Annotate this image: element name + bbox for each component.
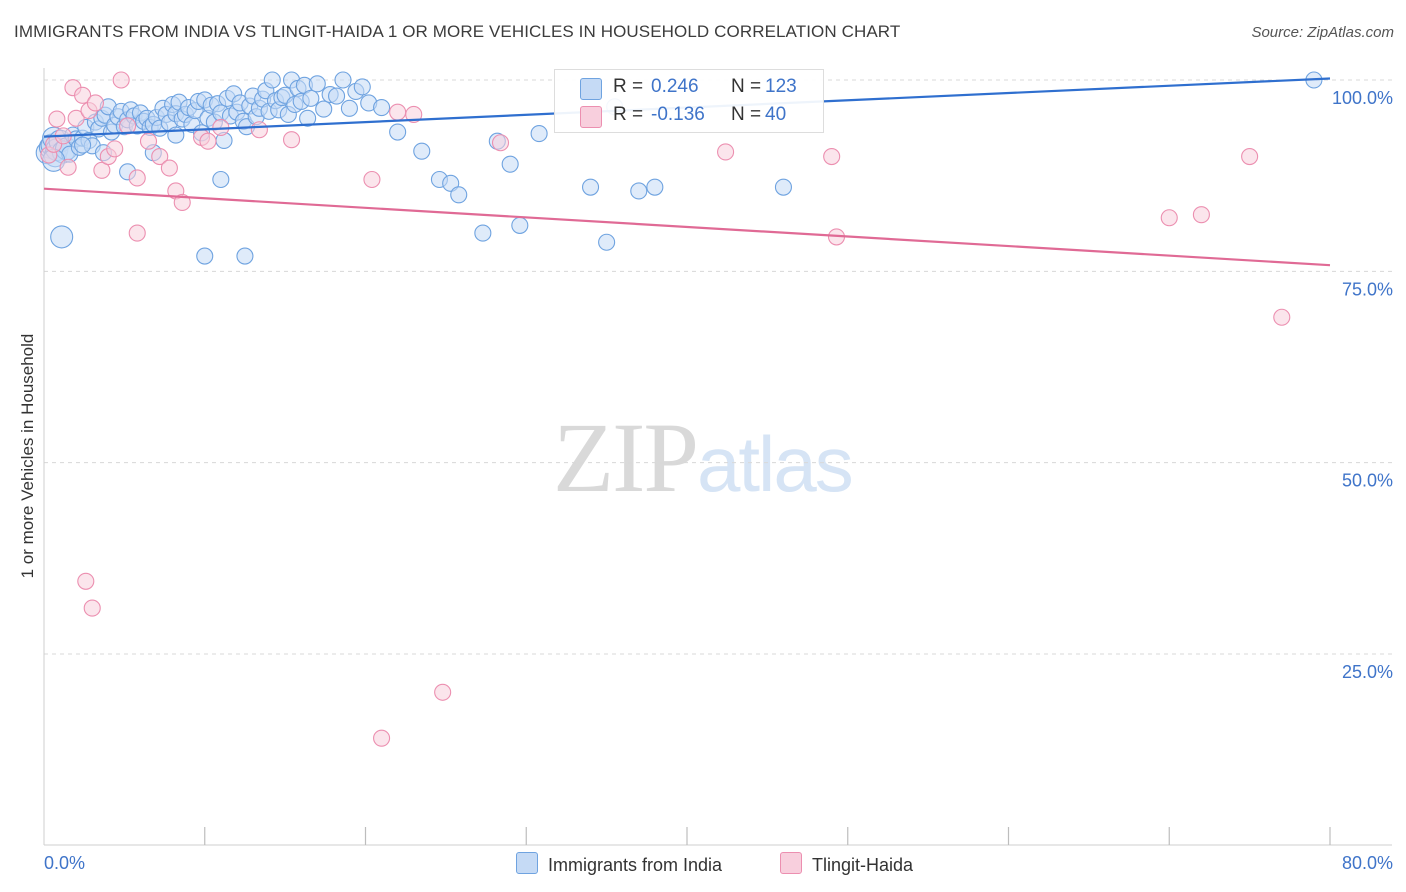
tlingit-trend-line — [43, 187, 1331, 267]
india-point — [501, 155, 519, 173]
tlingit-point — [77, 572, 95, 590]
x-tick-label: 80.0% — [1342, 853, 1393, 873]
legend-row-tlingit: R = -0.136 N = 40 — [555, 101, 823, 129]
india-point — [74, 136, 92, 154]
legend-swatch-tlingit — [580, 106, 602, 128]
india-point — [328, 87, 346, 105]
tlingit-point — [128, 169, 146, 187]
india-point — [598, 233, 616, 251]
india-point — [263, 71, 281, 89]
legend-n-label: N = — [731, 76, 762, 97]
tlingit-point — [160, 159, 178, 177]
india-point — [774, 178, 793, 196]
correlation-legend: R = 0.246 N = 123 R = -0.136 N = 40 — [554, 69, 824, 133]
tlingit-point — [373, 729, 391, 747]
tlingit-point — [1192, 206, 1210, 224]
y-tick-label: 50.0% — [1342, 471, 1393, 491]
india-point — [474, 224, 492, 242]
india-point — [413, 142, 431, 160]
y-tick-label: 100.0% — [1332, 88, 1393, 108]
india-point — [236, 247, 254, 265]
tlingit-point — [717, 143, 735, 161]
tlingit-point — [59, 158, 77, 176]
india-point — [299, 109, 317, 127]
tlingit-point — [139, 132, 158, 150]
india-point — [308, 75, 326, 93]
source-label: Source: ZipAtlas.com — [1251, 24, 1394, 41]
x-tick-label: 0.0% — [44, 853, 85, 873]
tlingit-point — [389, 103, 407, 121]
india-point — [340, 99, 358, 117]
india-point — [450, 186, 468, 204]
india-point — [389, 123, 407, 141]
india-point — [196, 247, 214, 265]
india-point — [212, 170, 230, 189]
tlingit-point — [250, 121, 268, 139]
watermark: ZIPatlas — [553, 400, 854, 515]
tlingit-point — [93, 161, 111, 179]
legend-swatch-india — [580, 78, 602, 100]
legend-r-label: R = — [613, 104, 644, 125]
tlingit-point — [86, 94, 104, 112]
india-point — [630, 182, 648, 200]
legend-n-value: 40 — [765, 104, 787, 125]
bottom-legend-swatch-tlingit — [780, 852, 802, 874]
tlingit-point — [1241, 147, 1259, 166]
tlingit-point — [405, 105, 423, 123]
tlingit-point — [823, 147, 841, 166]
tlingit-point — [74, 86, 92, 104]
y-axis-label: 1 or more Vehicles in Household — [18, 333, 37, 579]
tlingit-point — [67, 109, 85, 127]
tlingit-point — [199, 132, 217, 150]
india-point — [302, 89, 320, 107]
tlingit-point — [1273, 308, 1291, 326]
bottom-legend-label-india: Immigrants from India — [548, 855, 723, 875]
tlingit-point — [1160, 209, 1178, 227]
india-point — [511, 216, 529, 234]
tlingit-point — [112, 71, 130, 89]
india-point — [581, 178, 600, 196]
tlingit-point — [128, 224, 146, 242]
india-point — [315, 100, 333, 118]
tlingit-point — [434, 683, 452, 701]
legend-r-value: -0.136 — [651, 104, 705, 125]
tlingit-point — [173, 193, 191, 212]
legend-r-value: 0.246 — [651, 76, 699, 97]
legend-n-value: 123 — [765, 76, 797, 97]
tlingit-point — [48, 110, 66, 128]
india-point — [646, 178, 664, 196]
tlingit-point — [491, 134, 510, 152]
bottom-legend-tlingit: Tlingit-Haida — [780, 852, 913, 876]
bottom-legend-label-tlingit: Tlingit-Haida — [812, 855, 914, 875]
india-point — [530, 125, 548, 143]
tlingit-point — [83, 599, 101, 617]
chart-title: IMMIGRANTS FROM INDIA VS TLINGIT-HAIDA 1… — [14, 22, 901, 41]
tlingit-point — [106, 140, 124, 158]
watermark-zip: ZIP — [553, 402, 699, 513]
bottom-legend-swatch-india — [516, 852, 538, 874]
india-point — [50, 225, 74, 249]
legend-n-label: N = — [731, 104, 762, 125]
y-tick-label: 75.0% — [1342, 279, 1393, 299]
bottom-legend-india: Immigrants from India — [516, 852, 722, 876]
tlingit-point — [363, 170, 381, 189]
india-point — [334, 71, 352, 89]
tlingit-point — [283, 131, 301, 149]
legend-row-india: R = 0.246 N = 123 — [555, 73, 823, 101]
legend-r-label: R = — [613, 76, 644, 97]
india-point — [353, 78, 371, 96]
y-tick-label: 25.0% — [1342, 662, 1393, 682]
tlingit-point — [151, 147, 169, 166]
watermark-atlas: atlas — [697, 420, 854, 508]
india-point — [373, 99, 391, 117]
